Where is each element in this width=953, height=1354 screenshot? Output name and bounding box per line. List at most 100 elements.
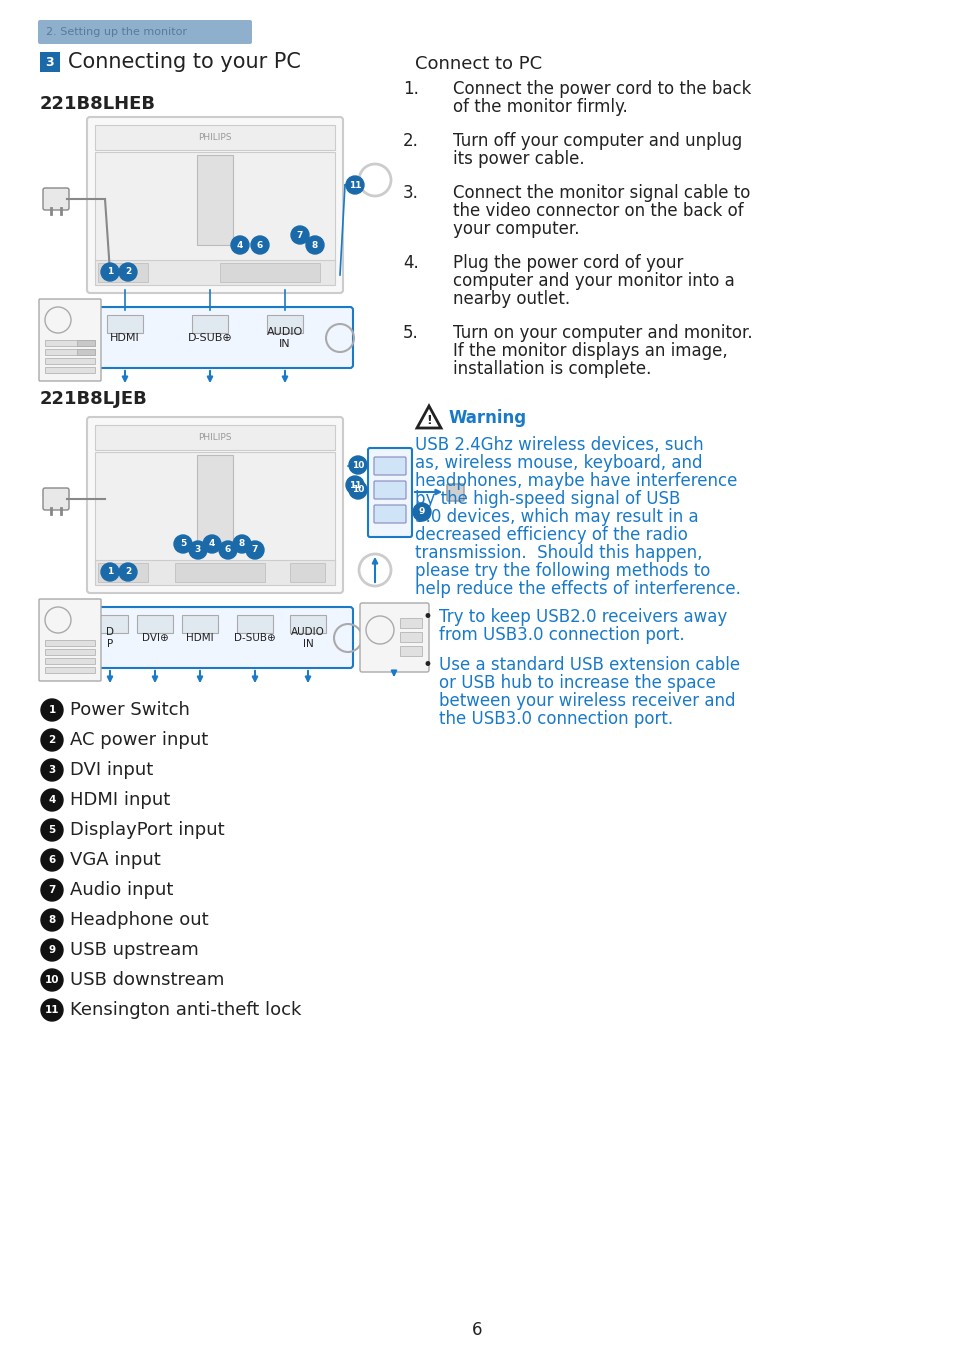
Circle shape bbox=[119, 563, 137, 581]
Text: 4.: 4. bbox=[403, 255, 418, 272]
Circle shape bbox=[346, 477, 364, 494]
Text: 7: 7 bbox=[252, 546, 258, 555]
Text: installation is complete.: installation is complete. bbox=[453, 360, 651, 378]
Text: 2. Setting up the monitor: 2. Setting up the monitor bbox=[46, 27, 187, 37]
Text: 10: 10 bbox=[352, 486, 364, 494]
FancyBboxPatch shape bbox=[95, 561, 335, 585]
FancyBboxPatch shape bbox=[374, 481, 406, 500]
Circle shape bbox=[413, 502, 431, 521]
Text: please try the following methods to: please try the following methods to bbox=[415, 562, 710, 580]
Text: 4: 4 bbox=[236, 241, 243, 249]
Circle shape bbox=[231, 236, 249, 255]
Text: 2.: 2. bbox=[403, 131, 418, 150]
FancyBboxPatch shape bbox=[374, 458, 406, 475]
Text: Connect to PC: Connect to PC bbox=[415, 56, 541, 73]
FancyBboxPatch shape bbox=[192, 315, 228, 333]
Text: 3: 3 bbox=[46, 56, 54, 69]
FancyBboxPatch shape bbox=[77, 607, 353, 668]
Text: 221B8LJEB: 221B8LJEB bbox=[40, 390, 148, 408]
FancyBboxPatch shape bbox=[95, 260, 335, 284]
Text: 8: 8 bbox=[312, 241, 317, 249]
Circle shape bbox=[346, 176, 364, 194]
Text: as, wireless mouse, keyboard, and: as, wireless mouse, keyboard, and bbox=[415, 454, 701, 473]
Circle shape bbox=[119, 263, 137, 282]
Text: HDMI input: HDMI input bbox=[70, 791, 170, 808]
Circle shape bbox=[251, 236, 269, 255]
Circle shape bbox=[41, 999, 63, 1021]
Text: Audio input: Audio input bbox=[70, 881, 173, 899]
FancyBboxPatch shape bbox=[368, 448, 412, 538]
Text: !: ! bbox=[426, 414, 432, 428]
Circle shape bbox=[246, 542, 264, 559]
FancyBboxPatch shape bbox=[77, 340, 95, 347]
Circle shape bbox=[41, 909, 63, 932]
Text: nearby outlet.: nearby outlet. bbox=[453, 290, 570, 307]
Text: Connect the monitor signal cable to: Connect the monitor signal cable to bbox=[453, 184, 750, 202]
Text: 2: 2 bbox=[49, 735, 55, 745]
FancyBboxPatch shape bbox=[45, 658, 95, 663]
FancyBboxPatch shape bbox=[77, 349, 95, 355]
Text: AUDIO
IN: AUDIO IN bbox=[267, 328, 303, 349]
Text: 1: 1 bbox=[107, 567, 113, 577]
Text: 3.: 3. bbox=[403, 184, 418, 202]
Text: from USB3.0 connection port.: from USB3.0 connection port. bbox=[438, 626, 684, 645]
Text: Try to keep USB2.0 receivers away: Try to keep USB2.0 receivers away bbox=[438, 608, 726, 626]
Text: 2: 2 bbox=[125, 567, 131, 577]
Text: 1: 1 bbox=[49, 705, 55, 715]
Text: 5: 5 bbox=[49, 825, 55, 835]
Text: 6: 6 bbox=[471, 1322, 482, 1339]
Circle shape bbox=[203, 535, 221, 552]
Text: VGA input: VGA input bbox=[70, 852, 161, 869]
Circle shape bbox=[41, 940, 63, 961]
FancyBboxPatch shape bbox=[40, 51, 60, 72]
FancyBboxPatch shape bbox=[290, 563, 325, 582]
FancyBboxPatch shape bbox=[374, 505, 406, 523]
Text: computer and your monitor into a: computer and your monitor into a bbox=[453, 272, 734, 290]
Circle shape bbox=[41, 819, 63, 841]
FancyBboxPatch shape bbox=[77, 307, 353, 368]
Text: 4: 4 bbox=[49, 795, 55, 806]
FancyBboxPatch shape bbox=[236, 615, 273, 634]
Circle shape bbox=[41, 969, 63, 991]
FancyBboxPatch shape bbox=[137, 615, 172, 634]
Text: 4: 4 bbox=[209, 539, 215, 548]
Text: 221B8LHEB: 221B8LHEB bbox=[40, 95, 156, 112]
Text: 6: 6 bbox=[49, 854, 55, 865]
FancyBboxPatch shape bbox=[95, 452, 335, 567]
FancyBboxPatch shape bbox=[399, 632, 421, 642]
FancyBboxPatch shape bbox=[45, 367, 95, 372]
Text: your computer.: your computer. bbox=[453, 219, 578, 238]
Text: help reduce the effects of interference.: help reduce the effects of interference. bbox=[415, 580, 740, 598]
Circle shape bbox=[291, 226, 309, 244]
Text: 3: 3 bbox=[194, 546, 201, 555]
FancyBboxPatch shape bbox=[98, 263, 148, 282]
Text: 6: 6 bbox=[225, 546, 231, 555]
Circle shape bbox=[101, 263, 119, 282]
Text: PHILIPS: PHILIPS bbox=[198, 432, 232, 441]
Text: Warning: Warning bbox=[449, 409, 527, 427]
Text: DVI input: DVI input bbox=[70, 761, 153, 779]
Text: 1: 1 bbox=[107, 268, 113, 276]
FancyBboxPatch shape bbox=[98, 563, 148, 582]
Text: Headphone out: Headphone out bbox=[70, 911, 209, 929]
Text: USB 2.4Ghz wireless devices, such: USB 2.4Ghz wireless devices, such bbox=[415, 436, 703, 454]
Text: USB downstream: USB downstream bbox=[70, 971, 224, 988]
FancyBboxPatch shape bbox=[220, 263, 319, 282]
FancyBboxPatch shape bbox=[95, 152, 335, 267]
Text: 10: 10 bbox=[45, 975, 59, 984]
Circle shape bbox=[349, 456, 367, 474]
Text: 9: 9 bbox=[49, 945, 55, 955]
Text: USB upstream: USB upstream bbox=[70, 941, 198, 959]
FancyBboxPatch shape bbox=[87, 417, 343, 593]
Circle shape bbox=[233, 535, 251, 552]
FancyBboxPatch shape bbox=[95, 125, 335, 150]
Text: HDMI: HDMI bbox=[110, 333, 140, 343]
Text: Use a standard USB extension cable: Use a standard USB extension cable bbox=[438, 655, 740, 674]
FancyBboxPatch shape bbox=[107, 315, 143, 333]
Text: PHILIPS: PHILIPS bbox=[198, 133, 232, 142]
FancyBboxPatch shape bbox=[196, 154, 233, 245]
Text: 5.: 5. bbox=[403, 324, 418, 343]
Text: DisplayPort input: DisplayPort input bbox=[70, 821, 224, 839]
FancyBboxPatch shape bbox=[399, 617, 421, 628]
FancyBboxPatch shape bbox=[39, 299, 101, 380]
